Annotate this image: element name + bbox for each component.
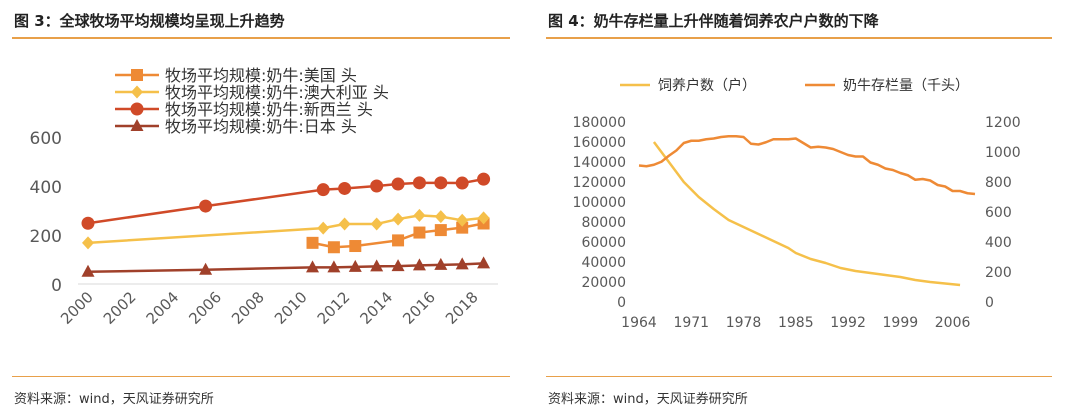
right-y-left-tick-label: 80000 [581, 215, 626, 231]
left-legend-3-marker [130, 119, 144, 131]
left-y-tick-label: 200 [30, 227, 62, 247]
left-x-tick-label: 2000 [57, 288, 97, 328]
left-series-3-point [477, 256, 491, 269]
right-x-tick-label: 1999 [883, 315, 919, 331]
right-chart-title: 图 4：奶牛存栏量上升伴随着饲养农户户数的下降 [548, 12, 879, 30]
left-series-1-point [392, 212, 405, 226]
right-footer-rule [546, 376, 1052, 377]
left-series-2-point [338, 181, 352, 195]
right-legend-1-label: 奶牛存栏量（千头） [843, 78, 969, 94]
left-legend-3-label: 牧场平均规模:奶牛:日本 头 [165, 117, 357, 136]
left-series-0-point [392, 234, 405, 247]
left-series-1-point [338, 217, 351, 231]
left-title-rule [12, 37, 510, 39]
left-x-tick-label: 2006 [185, 288, 225, 328]
left-legend-0-label: 牧场平均规模:奶牛:美国 头 [165, 66, 357, 85]
right-y-left-tick-label: 40000 [581, 255, 626, 271]
right-chart: 0 20000 40000 60000 80000 100000 120000 140000 1… [573, 77, 1021, 331]
left-series-0-point [434, 224, 447, 237]
left-x-tick-label: 2012 [314, 288, 354, 328]
left-legend-1-marker [131, 85, 143, 99]
left-series-3-point [391, 259, 405, 272]
left-series-2-line [87, 177, 484, 225]
right-y-left-tick-label: 0 [617, 295, 626, 311]
right-series-0-line [652, 141, 961, 287]
left-series-1-point [456, 213, 469, 227]
left-series-3-point [455, 257, 469, 270]
left-series-2-point [477, 172, 491, 186]
left-series-2-point [199, 199, 213, 213]
right-y-right-tick-label: 800 [985, 175, 1012, 191]
left-series-1-point [82, 236, 94, 250]
left-legend-2-marker [130, 102, 144, 116]
left-series-1-point [317, 221, 330, 235]
right-x-tick-label: 2006 [935, 315, 971, 331]
left-legend-2-label: 牧场平均规模:奶牛:新西兰 头 [165, 100, 373, 119]
left-legend-1-label: 牧场平均规模:奶牛:澳大利亚 头 [165, 83, 389, 102]
left-series-3-point [434, 257, 448, 270]
left-x-tick-label: 2016 [399, 288, 439, 328]
left-series-3-point [199, 262, 213, 275]
right-y-right-tick-label: 400 [985, 235, 1012, 251]
right-x-tick-label: 1971 [673, 315, 709, 331]
right-y-left-tick-label: 140000 [573, 155, 626, 171]
right-y-left-tick-label: 180000 [573, 115, 626, 131]
left-y-tick-label: 0 [51, 276, 62, 296]
left-series-3-point [370, 259, 384, 272]
left-y-tick-label: 600 [30, 129, 62, 149]
left-series-0-point [413, 226, 426, 239]
left-series-3-point [81, 264, 95, 277]
right-y-right-tick-label: 200 [985, 265, 1012, 281]
left-series-0-point [327, 241, 340, 254]
left-series-3-point [306, 260, 320, 273]
left-series-2-point [316, 183, 330, 197]
left-legend-0-marker [131, 69, 143, 81]
right-y-left-tick-label: 20000 [581, 275, 626, 291]
right-y-right-tick-label: 0 [985, 295, 994, 311]
left-x-tick-label: 2010 [271, 288, 311, 328]
left-x-tick-label: 2018 [442, 288, 482, 328]
right-y-left-tick-label: 120000 [573, 175, 626, 191]
right-x-tick-label: 1964 [621, 315, 657, 331]
left-series-0-point [349, 240, 362, 253]
left-source: 资料来源：wind，天风证券研究所 [14, 392, 214, 407]
left-series-2-point [81, 216, 95, 230]
right-y-left-tick-label: 160000 [573, 135, 626, 151]
right-legend-0-label: 饲养户数（户） [658, 77, 756, 94]
left-series-2-point [434, 176, 448, 190]
right-y-right-tick-label: 1200 [985, 115, 1021, 131]
left-series-1-point [477, 211, 490, 225]
right-x-tick-label: 1978 [726, 315, 762, 331]
left-series-0-point [306, 236, 319, 249]
right-y-left-tick-label: 100000 [573, 195, 626, 211]
right-y-left-tick-label: 60000 [581, 235, 626, 251]
right-series-1-line [638, 135, 976, 196]
left-series-3-point [412, 258, 426, 271]
left-series-3-point [327, 260, 341, 273]
left-series-2-point [391, 177, 405, 191]
left-series-2-point [370, 179, 384, 193]
left-x-tick-label: 2014 [356, 288, 396, 328]
right-title-rule [546, 37, 1052, 39]
left-footer-rule [12, 376, 510, 377]
left-series-1-point [434, 210, 447, 224]
left-series-2-point [455, 176, 469, 190]
left-series-1-point [413, 208, 426, 222]
left-x-tick-label: 2008 [228, 288, 268, 328]
left-series-0-point [456, 221, 469, 234]
right-source: 资料来源：wind，天风证券研究所 [548, 392, 748, 407]
left-y-tick-label: 400 [30, 178, 62, 198]
left-series-2-point [412, 176, 426, 190]
left-x-tick-label: 2004 [143, 288, 183, 328]
right-x-tick-label: 1992 [830, 315, 866, 331]
right-y-right-tick-label: 1000 [985, 145, 1021, 161]
left-chart-title: 图 3：全球牧场平均规模均呈现上升趋势 [14, 12, 285, 30]
right-x-tick-label: 1985 [778, 315, 814, 331]
left-series-1-point [370, 217, 383, 231]
right-y-right-tick-label: 600 [985, 205, 1012, 221]
left-x-tick-label: 2002 [100, 288, 140, 328]
left-series-3-point [348, 259, 362, 272]
